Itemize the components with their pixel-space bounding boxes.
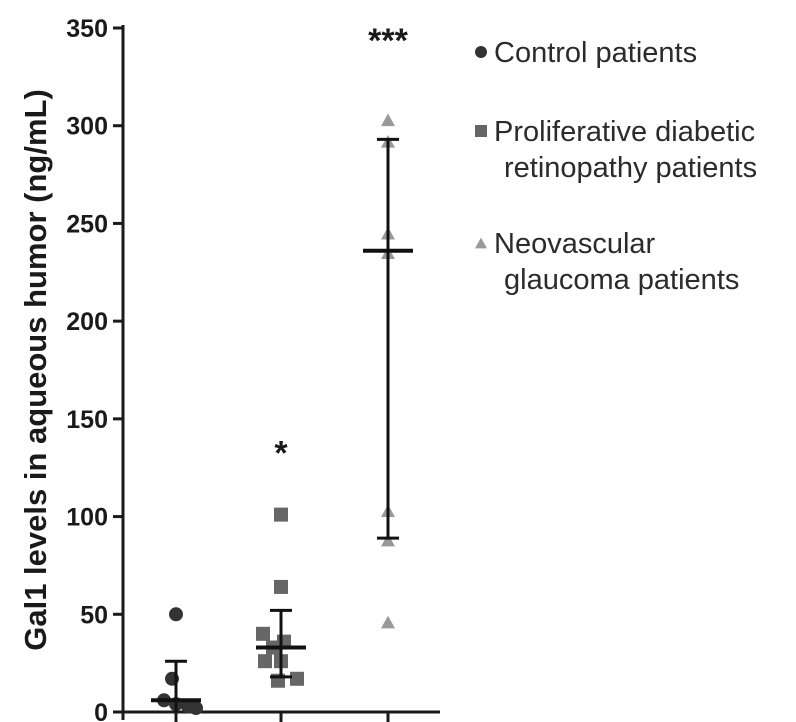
legend-label: Proliferative diabetic [494, 116, 755, 148]
data-point [274, 579, 288, 594]
legend-item: Proliferative diabetic retinopathy patien… [475, 116, 757, 184]
series-group: * [256, 435, 306, 688]
data-point [274, 507, 288, 522]
legend-label: Neovascular [494, 228, 656, 260]
legend-marker [475, 46, 487, 58]
data-point [256, 626, 270, 641]
significance-marker: *** [368, 22, 408, 60]
legend-marker [475, 125, 487, 137]
plot-area: **** [151, 22, 413, 716]
legend-item: Neovascular glaucoma patients [475, 228, 739, 296]
data-point [381, 615, 395, 629]
y-tick-label: 150 [66, 406, 108, 434]
data-point [381, 113, 395, 127]
series-group: *** [363, 22, 413, 629]
y-tick-label: 250 [66, 210, 108, 238]
legend-item: Control patients [475, 37, 697, 69]
significance-marker: * [274, 435, 288, 473]
y-tick-label: 0 [94, 699, 108, 722]
legend-marker [475, 237, 487, 249]
y-tick-label: 50 [80, 601, 108, 629]
x-axis [122, 710, 440, 722]
y-tick-label: 350 [66, 15, 108, 43]
legend-label: glaucoma patients [504, 264, 739, 296]
data-point [258, 654, 272, 669]
y-tick-label: 300 [66, 113, 108, 141]
data-point [169, 607, 183, 622]
legend: Control patients Proliferative diabetic re… [475, 37, 757, 296]
series-group [151, 607, 203, 716]
legend-label: Control patients [494, 37, 697, 69]
legend-label: retinopathy patients [504, 152, 757, 184]
data-point [290, 671, 304, 686]
data-point [189, 701, 203, 716]
y-tick-label: 200 [66, 308, 108, 336]
y-axis: 0 50 100 150 200 250 300 350 Gal1 levels in aque… [18, 15, 125, 722]
data-point [381, 533, 395, 547]
y-tick-label: 100 [66, 504, 108, 532]
y-axis-title: Gal1 levels in aqueous humor (ng/mL) [18, 89, 53, 651]
